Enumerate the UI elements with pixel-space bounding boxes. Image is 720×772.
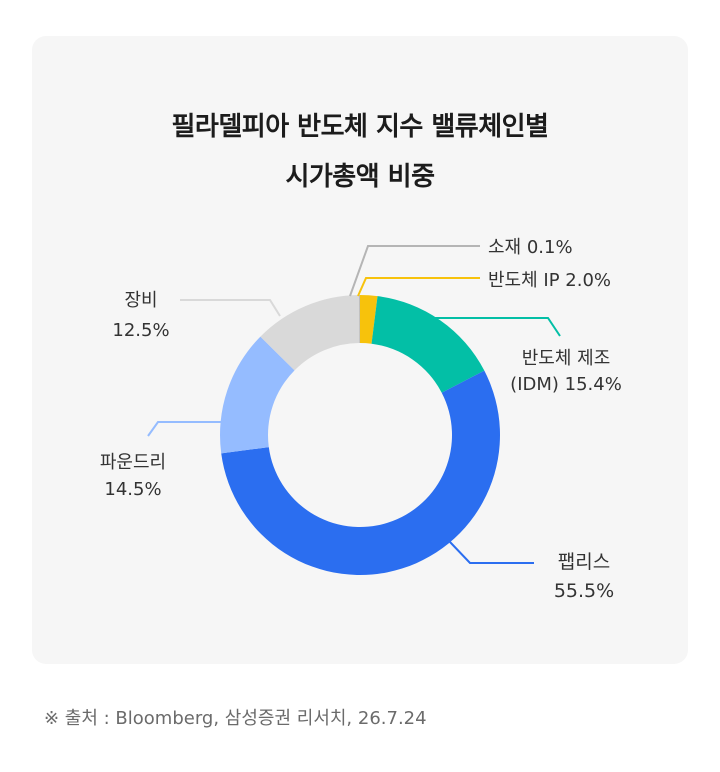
label-장비-value: 12.5% xyxy=(112,320,169,341)
leader-line-파운드리 xyxy=(147,421,222,437)
leader-line-반도체-IP xyxy=(357,277,480,297)
label-파운드리-name: 파운드리 xyxy=(100,452,166,473)
label-장비-name: 장비 xyxy=(124,290,157,311)
leader-line-팹리스 xyxy=(449,541,534,564)
slice-반도체-제조(IDM) xyxy=(371,296,485,393)
slice-소재 xyxy=(359,295,360,344)
label-팹리스-value: 55.5% xyxy=(554,580,614,602)
label-소재: 소재 0.1% xyxy=(488,237,573,258)
chart-title-line2: 시가총액 비중 xyxy=(285,162,435,192)
label-팹리스-name: 팹리스 xyxy=(558,551,610,573)
donut-slices xyxy=(220,295,501,575)
chart-title-line1: 필라델피아 반도체 지수 밸류체인별 xyxy=(171,112,549,142)
slice-장비 xyxy=(260,295,360,371)
leader-line-장비 xyxy=(180,299,281,317)
slice-반도체-IP xyxy=(360,295,378,344)
leader-line-반도체-제조 xyxy=(432,317,561,337)
label-반도체-제조-value: (IDM) 15.4% xyxy=(510,374,622,395)
label-반도체-제조-name: 반도체 제조 xyxy=(522,348,611,369)
label-파운드리-value: 14.5% xyxy=(104,479,161,500)
donut-chart: 소재 0.1% 반도체 IP 2.0% 반도체 제조 (IDM) 15.4% 팹… xyxy=(100,237,622,602)
slice-파운드리 xyxy=(220,336,295,454)
slice-팹리스 xyxy=(221,370,501,575)
leader-line-소재 xyxy=(349,245,480,297)
source-note: ※ 출처 : Bloomberg, 삼성증권 리서치, 26.7.24 xyxy=(44,708,427,729)
label-반도체-IP: 반도체 IP 2.0% xyxy=(488,270,611,291)
